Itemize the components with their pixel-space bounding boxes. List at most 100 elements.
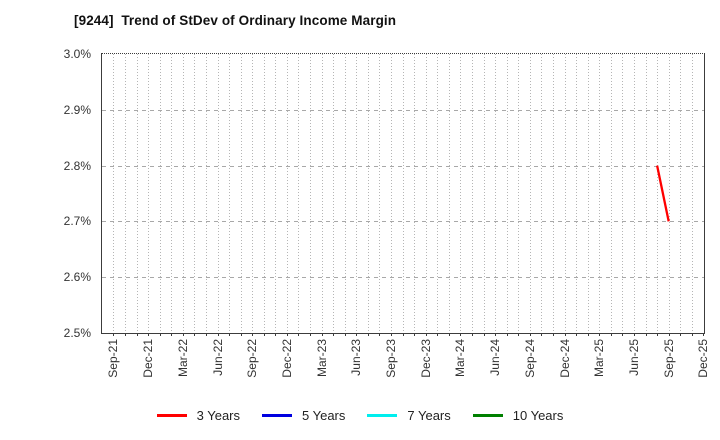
x-tick-label-text: Mar-25 [592,339,607,378]
v-gridline [680,54,682,333]
v-gridline [622,54,624,333]
y-tick-label: 2.8% [63,158,91,173]
x-axis-tick [356,333,358,336]
v-gridline [437,54,439,333]
x-axis-tick [286,333,288,336]
v-gridline [657,54,659,333]
x-axis-tick [136,333,138,336]
v-gridline [472,54,474,333]
legend-label-10-years: 10 Years [512,407,564,423]
x-tick-label-text: Sep-22 [245,339,260,378]
v-gridline [229,54,231,333]
legend-item-7-years: 7 Years [367,407,451,423]
v-gridline [402,54,404,333]
v-gridline [599,54,601,333]
x-axis-tick [321,333,323,336]
v-gridline [367,54,369,333]
v-gridline [148,54,150,333]
v-gridline [483,54,485,333]
series-line-3-years [655,165,670,222]
v-gridline [668,54,670,333]
v-gridline [425,54,427,333]
x-tick-label-text: Mar-24 [453,339,468,378]
v-gridline [391,54,393,333]
x-tick-label-text: Jun-25 [626,339,641,376]
x-axis-tick [448,333,450,336]
x-axis-tick [113,333,115,336]
legend-swatch-7-years [367,413,398,417]
legend-item-10-years: 10 Years [472,407,564,423]
x-axis-tick [194,333,196,336]
y-tick-label: 2.7% [63,214,91,229]
x-axis-tick [518,333,520,336]
v-gridline [205,54,207,333]
v-gridline [124,54,126,333]
v-gridline [194,54,196,333]
x-tick-label-text: Dec-23 [418,339,433,378]
x-axis-tick [263,333,265,336]
v-gridline [506,54,508,333]
x-axis-tick [610,333,612,336]
v-gridline [321,54,323,333]
v-gridline [344,54,346,333]
v-gridline [252,54,254,333]
x-axis-tick [506,333,508,336]
v-gridline [113,54,115,333]
legend-item-3-years: 3 Years [156,407,240,423]
x-axis-tick [680,333,682,336]
v-gridline [610,54,612,333]
x-axis-tick [252,333,254,336]
x-tick-label-text: Mar-23 [314,339,329,378]
x-axis-tick [587,333,589,336]
x-axis-tick [148,333,150,336]
x-axis-tick [275,333,277,336]
v-gridline [448,54,450,333]
legend-swatch-3-years [156,413,187,417]
x-tick-label-text: Sep-21 [106,339,121,378]
x-axis-tick [240,333,242,336]
x-tick-label-text: Sep-23 [384,339,399,378]
x-axis-tick [657,333,659,336]
x-axis-tick [622,333,624,336]
x-axis-tick [171,333,173,336]
v-gridline [286,54,288,333]
x-tick-label-text: Dec-24 [557,339,572,378]
v-gridline [217,54,219,333]
legend-label-5-years: 5 Years [302,407,346,423]
x-axis-tick [414,333,416,336]
x-axis-tick [668,333,670,336]
legend-item-5-years: 5 Years [262,408,345,423]
v-gridline [495,54,497,333]
x-axis-tick [425,333,427,336]
x-axis-tick [402,333,404,336]
x-axis-tick [159,333,161,336]
x-axis-tick [344,333,346,336]
v-gridline [541,54,543,333]
x-axis-tick [217,333,219,336]
x-axis-tick [691,333,693,336]
x-axis-tick [460,333,462,336]
x-axis-tick [564,333,566,336]
x-axis-tick [703,333,704,336]
x-tick-label-text: Dec-25 [696,339,711,378]
y-tick-label: 2.5% [63,326,91,340]
x-tick-label-text: Jun-23 [349,339,364,376]
v-gridline [159,54,161,333]
legend: 3 Years 5 Years 7 Years 10 Years [0,403,720,427]
x-axis-tick [298,333,300,336]
legend-label-3-years: 3 Years [196,407,240,423]
x-axis-tick [645,333,647,336]
chart-title: [9244] Trend of StDev of Ordinary Income… [74,13,397,28]
y-tick-label: 2.9% [63,102,91,117]
x-tick-label-text: Jun-22 [210,339,225,376]
v-gridline [333,54,335,333]
v-gridline [310,54,312,333]
plot-area: 2.5% 2.6% 2.7% 2.8% 2.9% 3.0% Sep-21 Dec-21 Mar-… [64,47,711,378]
legend-label-7-years: 7 Years [407,407,451,423]
x-axis-tick [576,333,578,336]
v-gridline [136,54,138,333]
v-gridline [263,54,265,333]
x-axis-tick [124,333,126,336]
legend-swatch-5-years [262,413,292,417]
v-gridline [240,54,242,333]
